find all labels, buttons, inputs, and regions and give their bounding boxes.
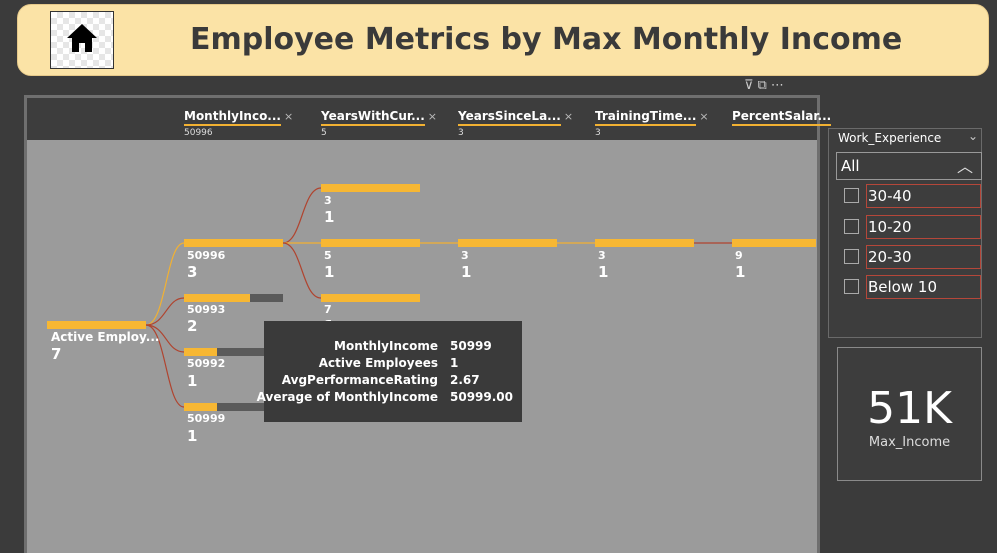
tree-node-label: 3 <box>461 249 469 262</box>
slicer-selected-value: All <box>841 157 860 175</box>
tree-node-count: 1 <box>461 263 472 281</box>
tooltip: MonthlyIncome 50999 Active Employees 1 Avg… <box>256 321 522 422</box>
tree-node-label: 50999 <box>187 412 226 425</box>
remove-level-icon[interactable]: × <box>563 110 574 123</box>
tree-node-label: 3 <box>324 194 332 207</box>
tree-node-bar[interactable] <box>184 239 283 247</box>
home-icon <box>67 24 97 52</box>
filter-icon[interactable]: ⊽ <box>744 78 758 93</box>
tree-node-bar[interactable] <box>732 239 816 247</box>
chevron-up-icon[interactable]: ︿ <box>957 157 974 176</box>
report-header <box>17 4 989 76</box>
tree-node-count: 1 <box>187 372 198 390</box>
slicer-option[interactable]: 30-40 <box>866 184 981 208</box>
tooltip-row: Average of MonthlyIncome 50999.00 <box>256 390 514 404</box>
remove-level-icon[interactable]: × <box>283 110 294 123</box>
root-node-bar[interactable] <box>47 321 146 329</box>
tree-node-count: 1 <box>324 263 335 281</box>
chevron-down-icon[interactable]: ⌄ <box>968 129 979 143</box>
home-button[interactable] <box>50 11 114 69</box>
focus-mode-icon[interactable]: ⧉ <box>757 78 771 93</box>
slicer-option[interactable]: 10-20 <box>866 215 981 239</box>
tree-node-count: 2 <box>187 317 198 335</box>
level-header-yearssincelastpromotion[interactable]: YearsSinceLa... × 3 <box>458 109 574 138</box>
tooltip-row: Active Employees 1 <box>318 356 459 370</box>
tree-node-bar[interactable] <box>458 239 557 247</box>
slicer-option[interactable]: Below 10 <box>866 275 981 299</box>
slicer-checkbox[interactable] <box>844 188 859 203</box>
slicer-checkbox[interactable] <box>844 249 859 264</box>
slicer-option[interactable]: 20-30 <box>866 245 981 269</box>
page-title: Employee Metrics by Max Monthly Income <box>190 22 903 57</box>
tree-node-count: 1 <box>187 427 198 445</box>
tree-node-bar[interactable] <box>321 294 420 302</box>
card-value: 51K <box>867 383 952 434</box>
level-header-trainingtimes[interactable]: TrainingTime... × 3 <box>595 109 709 138</box>
level-header-yearswithcurrmanager[interactable]: YearsWithCur... × 5 <box>321 109 437 138</box>
tree-node-label: 50996 <box>187 249 226 262</box>
level-header-monthlyincome[interactable]: MonthlyInco... × 50996 <box>184 109 294 138</box>
card-label: Max_Income <box>868 435 951 450</box>
level-header-percentsalaryhike[interactable]: PercentSalar... <box>732 105 832 126</box>
remove-level-icon[interactable]: × <box>427 110 437 123</box>
tree-node-count: 3 <box>187 263 198 281</box>
max-income-card <box>837 347 982 481</box>
tooltip-row: AvgPerformanceRating 2.67 <box>281 373 480 387</box>
tree-node-label: 50992 <box>187 357 226 370</box>
tooltip-row: MonthlyIncome 50999 <box>334 339 492 353</box>
tree-node-bar[interactable] <box>321 184 420 192</box>
tree-node-label: 50993 <box>187 303 226 316</box>
tree-node-bar[interactable] <box>184 294 283 302</box>
tree-node-label: 5 <box>324 249 332 262</box>
slicer-checkbox[interactable] <box>844 279 859 294</box>
slicer-title: Work_Experience <box>838 131 942 145</box>
tree-node-label: 3 <box>598 249 606 262</box>
remove-level-icon[interactable]: × <box>699 110 709 123</box>
level-header-bar: MonthlyInco... × 50996 YearsWithCur... × 5… <box>27 98 832 140</box>
tree-node-count: 1 <box>735 263 746 281</box>
tree-node-bar[interactable] <box>184 403 283 411</box>
tree-node-count: 1 <box>324 208 335 226</box>
root-node-count: 7 <box>51 345 62 363</box>
tree-node-count: 1 <box>598 263 609 281</box>
tree-node-bar[interactable] <box>595 239 694 247</box>
slicer-dropdown[interactable] <box>836 152 982 180</box>
slicer-checkbox[interactable] <box>844 219 859 234</box>
tree-node-bar[interactable] <box>321 239 420 247</box>
more-options-icon[interactable]: ⋯ <box>770 78 788 93</box>
tree-node-label: 9 <box>735 249 743 262</box>
visual-header-icons: ⊽⧉⋯ <box>744 78 788 93</box>
tree-node-bar[interactable] <box>184 348 283 356</box>
tree-node-label: 7 <box>324 303 332 316</box>
root-node-label: Active Employ... <box>51 330 160 344</box>
